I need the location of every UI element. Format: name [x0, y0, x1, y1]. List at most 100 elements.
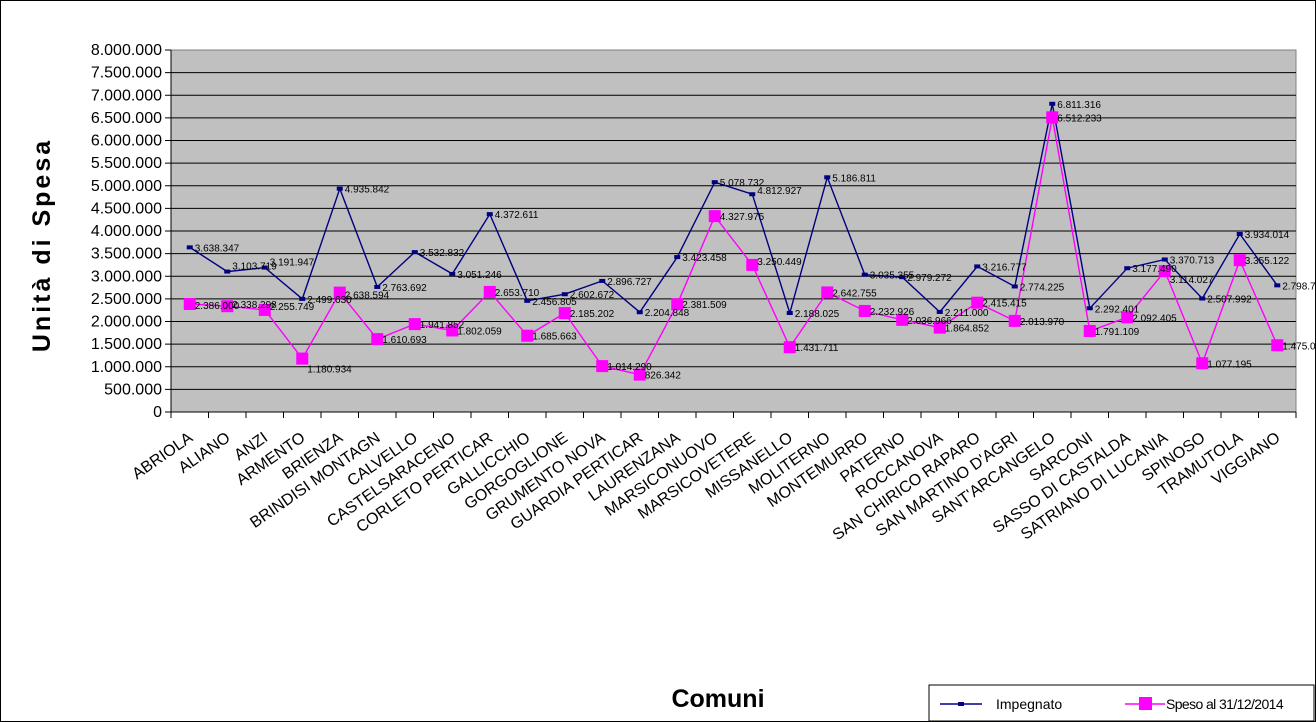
data-point	[261, 265, 268, 270]
series-group	[183, 101, 1284, 381]
y-tick-label: 4.000.000	[91, 223, 162, 240]
data-label: 2.499.630	[307, 295, 352, 306]
y-tick-label: 2.000.000	[91, 314, 162, 331]
data-label: 2.456.805	[532, 297, 577, 308]
data-point	[971, 296, 984, 309]
data-point	[1161, 257, 1168, 262]
data-point	[521, 329, 534, 342]
data-point	[411, 250, 418, 255]
data-point	[221, 300, 234, 313]
data-label: 2.292.401	[1095, 304, 1140, 315]
data-label: 5.078.732	[720, 178, 765, 189]
data-label: 2.013.970	[1020, 317, 1065, 328]
data-point	[299, 296, 306, 301]
data-label: 826.342	[645, 371, 682, 382]
data-point	[296, 352, 309, 365]
data-label: 3.177.490	[1132, 264, 1177, 275]
data-point	[374, 284, 381, 289]
data-point	[258, 303, 271, 316]
data-label: 2.185.202	[570, 309, 615, 320]
data-label: 2.211.000	[945, 308, 989, 319]
y-tick-label: 7.000.000	[91, 87, 162, 104]
y-tick-label: 5.000.000	[91, 178, 162, 195]
x-axis-ticks: ABRIOLAALIANOANZIARMENTOBRIENZABRINDISI …	[129, 412, 1297, 544]
legend-marker-speso	[1139, 697, 1152, 710]
data-point	[1086, 306, 1093, 311]
data-point	[899, 275, 906, 280]
data-label: 2.204.848	[645, 308, 690, 319]
data-point	[633, 368, 646, 381]
data-label: 2.774.225	[1020, 282, 1065, 293]
data-point	[446, 324, 459, 337]
data-label: 1.014.290	[607, 362, 652, 373]
data-label: 2.979.272	[907, 273, 952, 284]
data-label: 3.216.777	[982, 262, 1027, 273]
data-label: 1.180.934	[307, 365, 352, 376]
series-line-0	[189, 103, 1278, 316]
x-axis-title: Comuni	[671, 685, 764, 713]
y-axis-ticks: 8.000.000 7.500.000 7.000.000 6.500.000 6.00…	[91, 42, 1296, 421]
data-point	[708, 210, 721, 223]
legend-marker-impegnato	[958, 702, 964, 706]
data-point	[183, 298, 196, 311]
data-point	[674, 255, 681, 260]
data-label: 2.507.992	[1207, 295, 1252, 306]
y-tick-label: 3.500.000	[91, 246, 162, 263]
data-point	[596, 360, 609, 373]
data-point	[933, 321, 946, 334]
data-point	[1196, 357, 1209, 370]
data-label: 2.232.926	[870, 307, 915, 318]
data-point	[408, 318, 421, 331]
data-point	[861, 272, 868, 277]
data-label: 2.381.509	[682, 300, 727, 311]
data-point	[783, 341, 796, 354]
y-tick-label: 500.000	[104, 381, 162, 398]
legend-label-impegnato: Impegnato	[996, 696, 1062, 712]
data-label: 2.188.025	[795, 309, 840, 320]
data-label: 1.941.852	[420, 320, 465, 331]
data-point	[1083, 324, 1096, 337]
data-point	[858, 304, 871, 317]
data-point	[896, 313, 909, 326]
data-point	[749, 192, 756, 197]
data-label: 1.475.094	[1282, 341, 1316, 352]
y-tick-label: 8.000.000	[91, 42, 162, 59]
data-label: 2.338.298	[232, 300, 277, 311]
data-point	[1271, 339, 1284, 352]
y-tick-label: 1.000.000	[91, 359, 162, 376]
y-tick-label: 5.500.000	[91, 155, 162, 172]
data-label: 4.812.927	[757, 186, 802, 197]
data-label: 4.327.975	[720, 212, 765, 223]
data-label: 2.896.727	[607, 277, 652, 288]
data-label: 3.035.355	[870, 271, 915, 282]
data-point	[1121, 311, 1134, 324]
data-label: 3.355.122	[1245, 256, 1290, 267]
data-point	[1274, 283, 1281, 288]
data-label: 2.642.755	[832, 288, 877, 299]
data-label: 1.802.059	[457, 326, 502, 337]
data-label: 2.255.749	[270, 302, 315, 313]
data-label: 3.114.027	[1170, 275, 1214, 286]
data-label: 5.186.811	[832, 173, 876, 184]
y-tick-label: 4.500.000	[91, 200, 162, 217]
data-label: 2.638.594	[345, 291, 390, 302]
data-point	[1008, 314, 1021, 327]
data-point	[483, 285, 496, 298]
data-point	[671, 298, 684, 311]
data-point	[1236, 231, 1243, 236]
legend: Impegnato Speso al 31/12/2014	[928, 684, 1315, 722]
legend-box	[928, 684, 1315, 722]
series-line-1	[189, 117, 1278, 376]
plot-area	[170, 49, 1297, 413]
data-label: 2.036.966	[907, 316, 952, 327]
data-label: 1.685.663	[532, 332, 577, 343]
data-point	[1011, 284, 1018, 289]
data-point	[1049, 101, 1056, 106]
data-point	[1199, 296, 1206, 301]
data-point	[1233, 254, 1246, 267]
data-label: 1.077.195	[1207, 359, 1252, 370]
data-point	[524, 298, 531, 303]
legend-label-speso: Speso al 31/12/2014	[1166, 696, 1284, 712]
data-point	[1158, 265, 1171, 278]
data-point	[824, 175, 831, 180]
